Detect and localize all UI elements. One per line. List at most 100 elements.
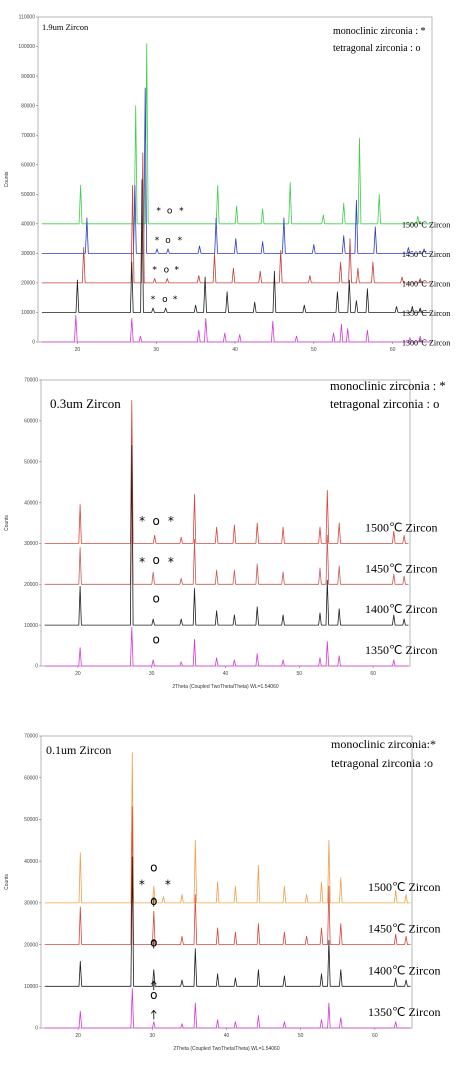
y-tick-label: 100000 [18, 44, 35, 50]
y-tick-label: 0 [35, 1026, 38, 1032]
y-tick-label: 110000 [19, 15, 36, 21]
x-tick-label: 20 [75, 347, 81, 353]
tetragonal-peak-marker: o [150, 894, 157, 908]
series-line [41, 152, 431, 284]
x-tick-label: 30 [153, 347, 159, 353]
monoclinic-peak-marker: * [174, 266, 179, 276]
series-label: 1400℃ Zircon [368, 963, 440, 977]
monoclinic-peak-marker: * [139, 877, 145, 891]
series-line [44, 445, 409, 626]
xrd-plot-0-3um: 0 10000 20000 30000 40000 50000 60000 70000 20 30… [4, 378, 446, 690]
series-line [41, 315, 431, 343]
monoclinic-peak-marker: * [139, 555, 145, 569]
monoclinic-peak-marker: * [168, 514, 174, 528]
xrd-chart-1: 0 10000 20000 30000 40000 50000 60000 70000 8000… [0, 0, 466, 355]
y-tick-label: 0 [35, 664, 38, 670]
monoclinic-peak-marker: * [151, 295, 156, 305]
x-tick-label: 50 [298, 1033, 304, 1039]
peak-arrow-marker [150, 980, 157, 991]
series-label: 1450℃ Zircon [402, 250, 450, 259]
y-tick-label: 60000 [21, 162, 35, 168]
y-tick-label: 40000 [24, 500, 38, 506]
series-label: 1500℃ Zircon [368, 880, 440, 894]
y-tick-label: 90000 [21, 74, 35, 80]
series-line [41, 179, 431, 313]
chart-title: 0.3um Zircon [50, 396, 121, 411]
x-tick-label: 40 [223, 671, 229, 677]
x-tick-label: 50 [311, 347, 317, 353]
chart-title: 1.9um Zircon [42, 22, 89, 32]
y-tick-label: 10000 [24, 984, 38, 990]
monoclinic-peak-marker: * [179, 206, 184, 216]
tetragonal-peak-marker: o [167, 206, 173, 216]
y-tick-label: 30000 [24, 541, 38, 547]
series-line [44, 445, 409, 585]
y-axis-label: Counts [4, 874, 10, 890]
legend-entry: monoclinic zirconia : * [330, 379, 446, 393]
y-tick-label: 40000 [24, 859, 38, 865]
plot-area-frame [37, 16, 433, 343]
series-line [44, 988, 411, 1029]
y-tick-label: 50000 [24, 817, 38, 823]
series-label: 1350℃ Zircon [365, 643, 437, 657]
series-label: 1350℃ Zircon [368, 1005, 440, 1019]
x-axis-label: 2Theta (Coupled TwoTheta/Theta) WL=1.540… [172, 684, 278, 690]
series-label: 1300℃ Zircon [402, 339, 450, 348]
xrd-chart-3: 0 10000 20000 30000 40000 50000 60000 70000 20 30… [0, 728, 466, 1072]
x-tick-label: 60 [372, 1033, 378, 1039]
series-line [44, 626, 409, 667]
monoclinic-peak-marker: * [178, 236, 183, 246]
y-tick-label: 10000 [24, 623, 38, 629]
legend-entry: monoclinic zirconia:* [331, 737, 436, 751]
tetragonal-peak-marker: o [150, 936, 157, 950]
tetragonal-peak-marker: o [152, 592, 159, 606]
x-tick-label: 20 [75, 1033, 81, 1039]
x-tick-label: 20 [75, 671, 81, 677]
x-tick-label: 60 [390, 347, 396, 353]
tetragonal-peak-marker: o [162, 295, 168, 305]
tetragonal-peak-marker: o [164, 266, 170, 276]
series-line [44, 400, 409, 544]
y-axis-label: Counts [4, 515, 10, 531]
chart-title: 0.1um Zircon [46, 743, 111, 757]
peak-arrow-marker [150, 1009, 157, 1020]
series-line [44, 806, 411, 945]
series-label: 1450℃ Zircon [365, 561, 437, 575]
legend-entry: tetragonal zirconia :o [331, 756, 433, 770]
y-tick-label: 50000 [24, 459, 38, 465]
x-axis-label: 2Theta (Coupled TwoTheta/Theta) WL=1.540… [173, 1046, 279, 1052]
tetragonal-peak-marker: o [152, 633, 159, 647]
tetragonal-peak-marker: o [152, 514, 159, 528]
y-tick-label: 40000 [21, 222, 35, 228]
peak-arrow-marker [150, 897, 157, 907]
series-label: 1400℃ Zircon [365, 602, 437, 616]
series-line [41, 87, 431, 254]
x-tick-label: 50 [297, 671, 303, 677]
monoclinic-peak-marker: * [139, 514, 145, 528]
peak-arrow-marker [150, 938, 157, 949]
y-tick-label: 80000 [21, 103, 35, 109]
series-label: 1400℃ Zircon [402, 279, 450, 288]
y-tick-label: 0 [32, 340, 35, 346]
legend-entry: monoclinic zirconia : * [333, 26, 425, 37]
y-tick-label: 10000 [21, 310, 35, 316]
series-line [44, 856, 411, 987]
y-tick-label: 70000 [21, 133, 35, 139]
monoclinic-peak-marker: * [152, 266, 157, 276]
plot-area-frame [40, 735, 413, 1029]
legend-entry: tetragonal zirconia : o [330, 397, 439, 411]
y-tick-label: 30000 [24, 901, 38, 907]
tetragonal-peak-marker: o [150, 988, 157, 1002]
y-axis-label: Counts [4, 171, 10, 187]
monoclinic-peak-marker: * [173, 295, 178, 305]
x-tick-label: 40 [224, 1033, 230, 1039]
x-tick-label: 30 [150, 1033, 156, 1039]
y-tick-label: 20000 [21, 281, 35, 287]
y-tick-label: 60000 [24, 775, 38, 781]
y-tick-label: 30000 [21, 251, 35, 257]
series-label: 1350℃ Zircon [402, 309, 450, 318]
y-tick-label: 70000 [24, 378, 38, 384]
monoclinic-peak-marker: * [165, 877, 171, 891]
tetragonal-peak-marker: o [165, 236, 171, 246]
x-tick-label: 30 [149, 671, 155, 677]
